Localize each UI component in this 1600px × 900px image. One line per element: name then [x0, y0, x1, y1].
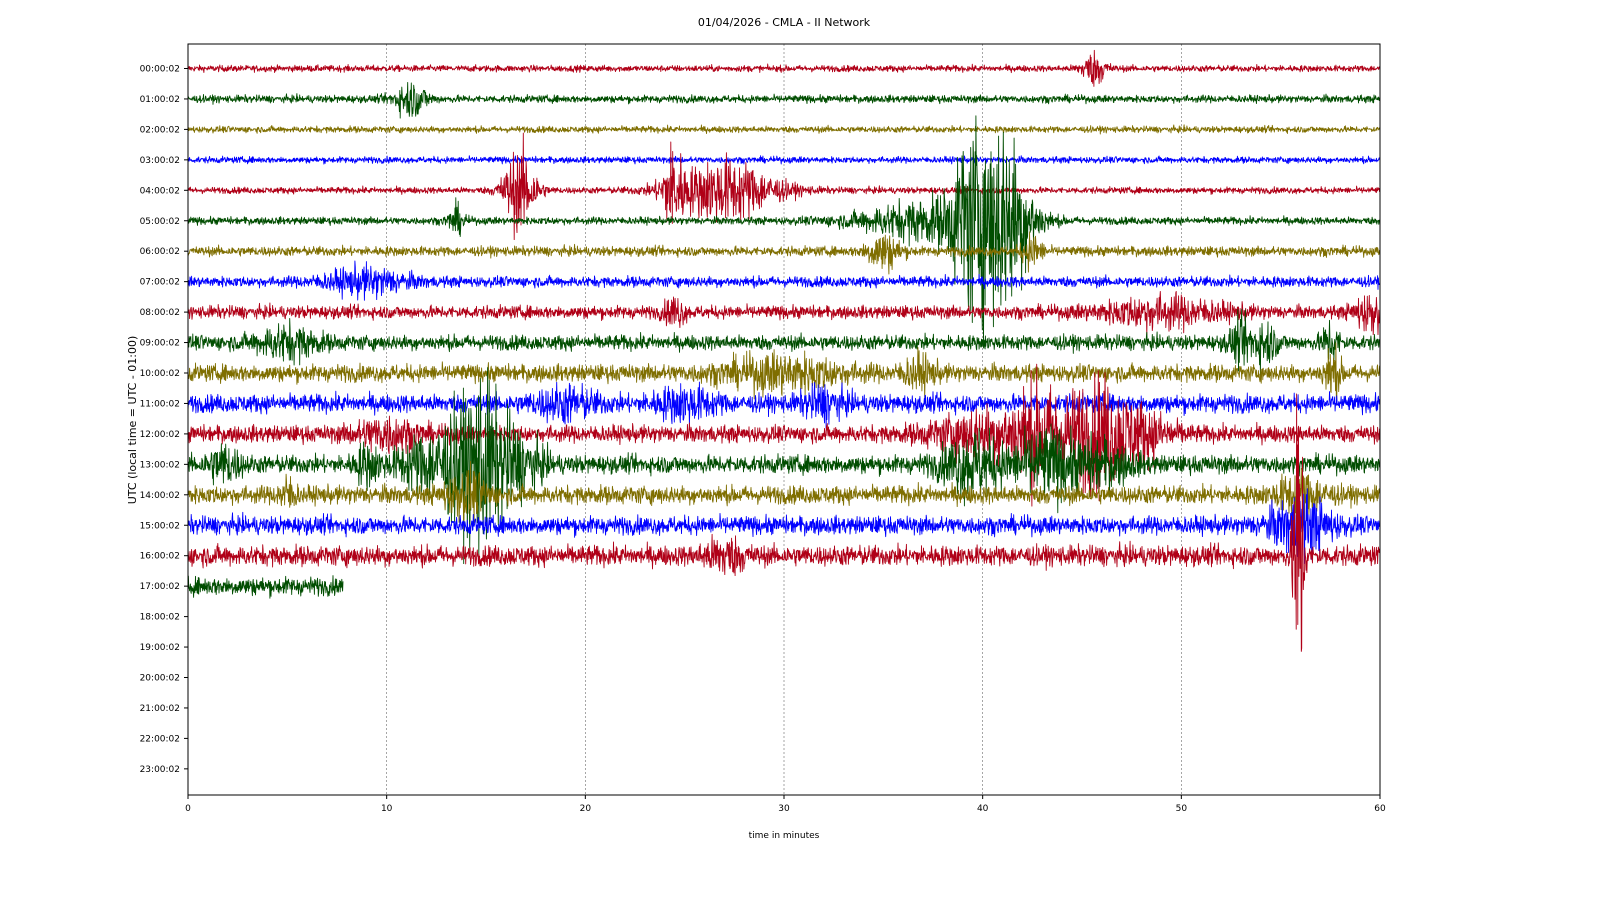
plot-frame [187, 43, 1381, 796]
y-tick-labels: 00:00:02 01:00:02 02:00:02 03:00:02 04:00:02… [140, 65, 188, 775]
y-tick-label: 18:00:02 [140, 613, 180, 623]
trace-row-8 [188, 290, 1380, 336]
y-tick-label: 20:00:02 [140, 674, 180, 684]
x-axis-label: time in minutes [749, 831, 820, 841]
trace-row-13 [188, 367, 1380, 565]
x-tick-label: 40 [977, 804, 989, 814]
trace-row-14 [188, 460, 1380, 530]
y-tick-label: 16:00:02 [140, 552, 180, 562]
trace-row-4 [188, 132, 1380, 241]
x-tick-label: 10 [381, 804, 393, 814]
y-tick-label: 17:00:02 [140, 582, 180, 592]
y-tick-label: 13:00:02 [140, 460, 180, 470]
seismic-traces [188, 49, 1380, 652]
y-tick-label: 23:00:02 [140, 765, 180, 775]
trace-row-17 [188, 575, 344, 599]
trace-row-9 [188, 308, 1380, 376]
y-tick-label: 07:00:02 [140, 278, 180, 288]
trace-row-0 [188, 49, 1380, 87]
y-tick-label: 03:00:02 [140, 156, 180, 166]
y-tick-label: 09:00:02 [140, 339, 180, 349]
y-tick-label: 05:00:02 [140, 217, 180, 227]
y-tick-label: 08:00:02 [140, 308, 180, 318]
trace-row-12 [188, 363, 1380, 507]
y-tick-label: 02:00:02 [140, 125, 180, 135]
x-tick-label: 0 [185, 804, 191, 814]
y-tick-label: 15:00:02 [140, 521, 180, 531]
y-tick-label: 01:00:02 [140, 95, 180, 105]
y-tick-label: 00:00:02 [140, 65, 180, 75]
y-tick-label: 14:00:02 [140, 491, 180, 501]
trace-row-2 [188, 124, 1380, 135]
trace-row-1 [188, 81, 1380, 119]
grid-lines [386, 44, 1182, 795]
x-tick-label: 20 [580, 804, 592, 814]
trace-row-7 [188, 260, 1380, 301]
y-tick-label: 12:00:02 [140, 430, 180, 440]
x-tick-label: 30 [778, 804, 790, 814]
y-tick-label: 21:00:02 [140, 704, 180, 714]
chart-title: 01/04/2026 - CMLA - II Network [698, 16, 871, 29]
y-tick-label: 19:00:02 [140, 643, 180, 653]
y-tick-label: 06:00:02 [140, 247, 180, 257]
trace-row-5 [188, 115, 1380, 349]
trace-row-6 [188, 231, 1380, 275]
trace-row-10 [188, 342, 1380, 406]
y-axis-label: UTC (local time = UTC - 01:00) [126, 336, 139, 505]
trace-row-11 [188, 381, 1380, 429]
trace-row-16 [188, 393, 1380, 652]
y-tick-label: 11:00:02 [140, 399, 180, 409]
y-tick-label: 10:00:02 [140, 369, 180, 379]
x-tick-labels: 0 10 20 30 40 50 60 [185, 795, 1386, 814]
trace-row-3 [188, 155, 1380, 165]
x-tick-label: 50 [1176, 804, 1188, 814]
trace-row-15 [188, 488, 1380, 564]
x-tick-label: 60 [1374, 804, 1386, 814]
y-tick-label: 04:00:02 [140, 186, 180, 196]
y-tick-label: 22:00:02 [140, 734, 180, 744]
